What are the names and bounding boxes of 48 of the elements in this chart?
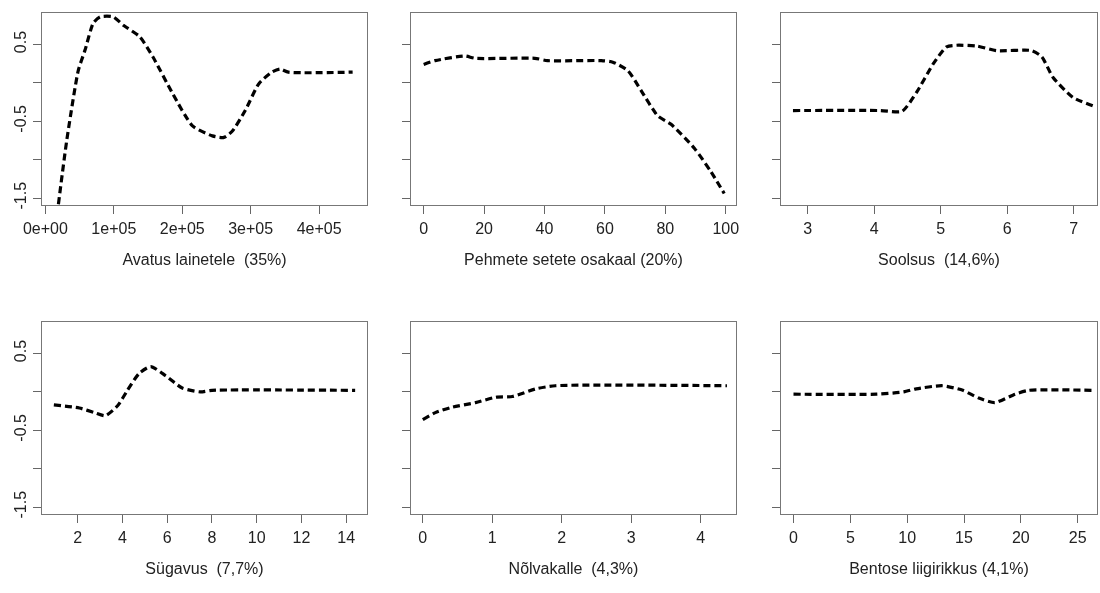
x-tick-label: 7 [1069,219,1079,237]
x-axis-title: Bentose liigirikkus (4,1%) [849,560,1029,578]
x-tick-label: 4 [869,219,879,237]
x-axis-title: Sügavus (7,7%) [145,560,264,578]
y-tick-label: 0.5 [12,339,30,363]
x-tick-label: 6 [162,528,172,546]
x-tick-label: 60 [596,219,614,237]
x-tick-label: 3 [803,219,813,237]
x-axis-title: Avatus lainetele (35%) [122,251,287,269]
x-axis-title: Soolsus (14,6%) [878,251,1000,269]
x-tick-label: 3e+05 [228,219,274,237]
x-tick-label: 20 [475,219,494,237]
x-tick-label: 12 [292,528,311,546]
x-tick-label: 6 [1002,219,1012,237]
y-tick-label: -1.5 [12,181,30,210]
x-tick-label: 2 [557,528,567,546]
y-tick-label: -1.5 [12,490,30,519]
x-tick-label: 15 [955,528,974,546]
x-tick-label: 2e+05 [159,219,205,237]
x-tick-label: 2 [73,528,83,546]
x-tick-label: 5 [936,219,946,237]
x-tick-label: 100 [712,219,740,237]
x-tick-label: 40 [535,219,554,237]
x-tick-label: 4 [118,528,128,546]
x-axis-title: Nõlvakalle (4,3%) [508,560,639,578]
y-tick-label: -0.5 [12,414,30,442]
x-tick-label: 1 [487,528,497,546]
x-tick-label: 5 [845,528,855,546]
line-series [52,364,357,418]
x-tick-label: 3 [626,528,636,546]
x-tick-label: 20 [1011,528,1030,546]
line-series [56,14,355,205]
x-tick-label: 10 [247,528,266,546]
x-tick-label: 14 [337,528,356,546]
x-tick-label: 10 [898,528,917,546]
x-tick-label: 4e+05 [296,219,342,237]
x-tick-label: 0 [789,528,799,546]
x-tick-label: 80 [656,219,675,237]
x-tick-label: 4 [696,528,706,546]
x-tick-label: 0 [419,219,429,237]
x-tick-label: 1e+05 [91,219,137,237]
y-tick-label: 0.5 [12,30,30,54]
x-tick-label: 0e+00 [22,219,68,237]
x-tick-label: 25 [1068,528,1087,546]
x-axis-title: Pehmete setete osakaal (20%) [464,251,683,269]
x-tick-label: 0 [418,528,428,546]
y-tick-label: -0.5 [12,105,30,133]
x-tick-label: 8 [207,528,217,546]
